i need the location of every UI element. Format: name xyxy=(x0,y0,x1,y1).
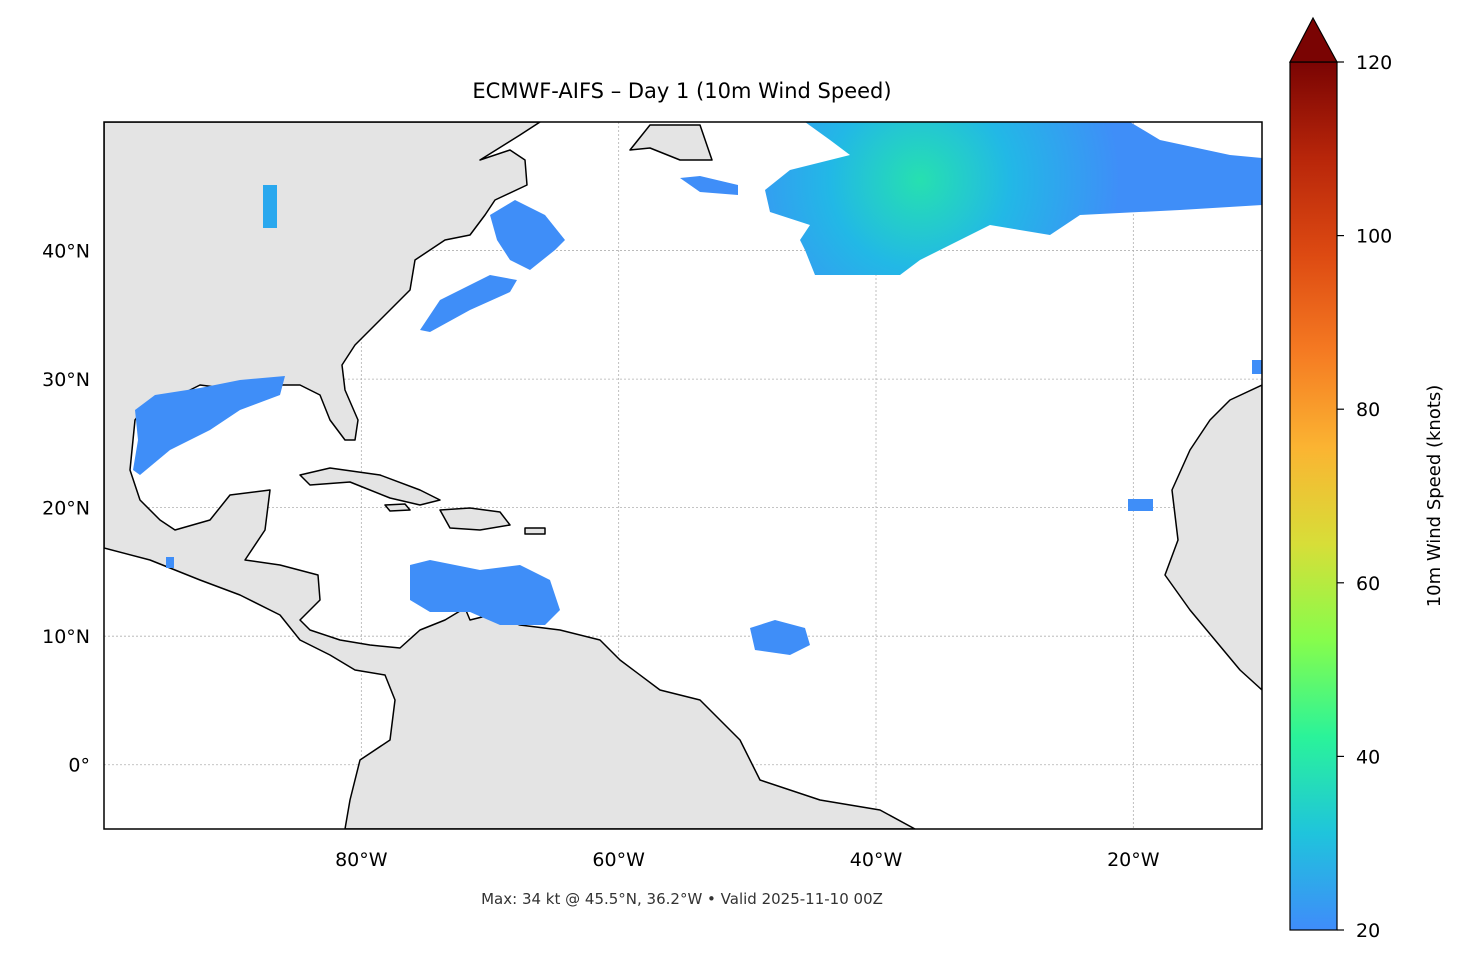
y-tick-label: 30°N xyxy=(42,369,90,391)
colorbar-tick-label: 120 xyxy=(1356,52,1392,74)
wind-area xyxy=(263,185,277,228)
colorbar-tick-label: 40 xyxy=(1356,746,1380,768)
africa xyxy=(1164,384,1262,691)
colorbar-tick-label: 60 xyxy=(1356,573,1380,595)
wind-area xyxy=(490,200,565,270)
wind-area xyxy=(680,176,738,195)
newfoundland xyxy=(629,124,713,161)
map-title: ECMWF-AIFS – Day 1 (10m Wind Speed) xyxy=(472,79,891,103)
colorbar-tick-label: 100 xyxy=(1356,226,1392,248)
hispaniola xyxy=(439,507,511,531)
map-area xyxy=(104,122,1262,829)
colorbar: 10m Wind Speed (knots) 20 40 60 80 100 120 xyxy=(1289,16,1445,942)
colorbar-extension xyxy=(1289,16,1339,63)
x-tick-label: 80°W xyxy=(335,849,388,871)
wind-area xyxy=(1128,499,1153,511)
jamaica xyxy=(384,503,411,512)
wind-area xyxy=(410,560,560,625)
wind-area xyxy=(133,376,285,475)
americas xyxy=(104,122,916,829)
colorbar-tick-label: 80 xyxy=(1356,399,1380,421)
y-tick-label: 10°N xyxy=(42,626,90,648)
puerto-rico xyxy=(524,527,546,535)
y-tick-label: 40°N xyxy=(42,241,90,263)
x-tick-label: 20°W xyxy=(1107,849,1160,871)
cuba xyxy=(299,467,441,506)
y-tick-label: 0° xyxy=(68,755,90,777)
colorbar-label: 10m Wind Speed (knots) xyxy=(1424,385,1445,608)
wind-area xyxy=(1252,360,1262,374)
map-frame xyxy=(103,121,1263,830)
wind-area xyxy=(420,275,517,332)
wind-area xyxy=(765,122,1262,275)
y-tick-label: 20°N xyxy=(42,498,90,520)
footer-note: Max: 34 kt @ 45.5°N, 36.2°W • Valid 2025… xyxy=(481,890,883,908)
x-tick-label: 40°W xyxy=(850,849,903,871)
x-tick-label: 60°W xyxy=(592,849,645,871)
wind-area xyxy=(166,557,174,568)
colorbar-ramp xyxy=(1289,61,1338,931)
axis-ticks: 80°W 60°W 40°W 20°W 0° 10°N 20°N 30°N 40°N xyxy=(42,241,1160,871)
colorbar-tick-label: 20 xyxy=(1356,920,1380,942)
wind-area xyxy=(750,620,810,655)
